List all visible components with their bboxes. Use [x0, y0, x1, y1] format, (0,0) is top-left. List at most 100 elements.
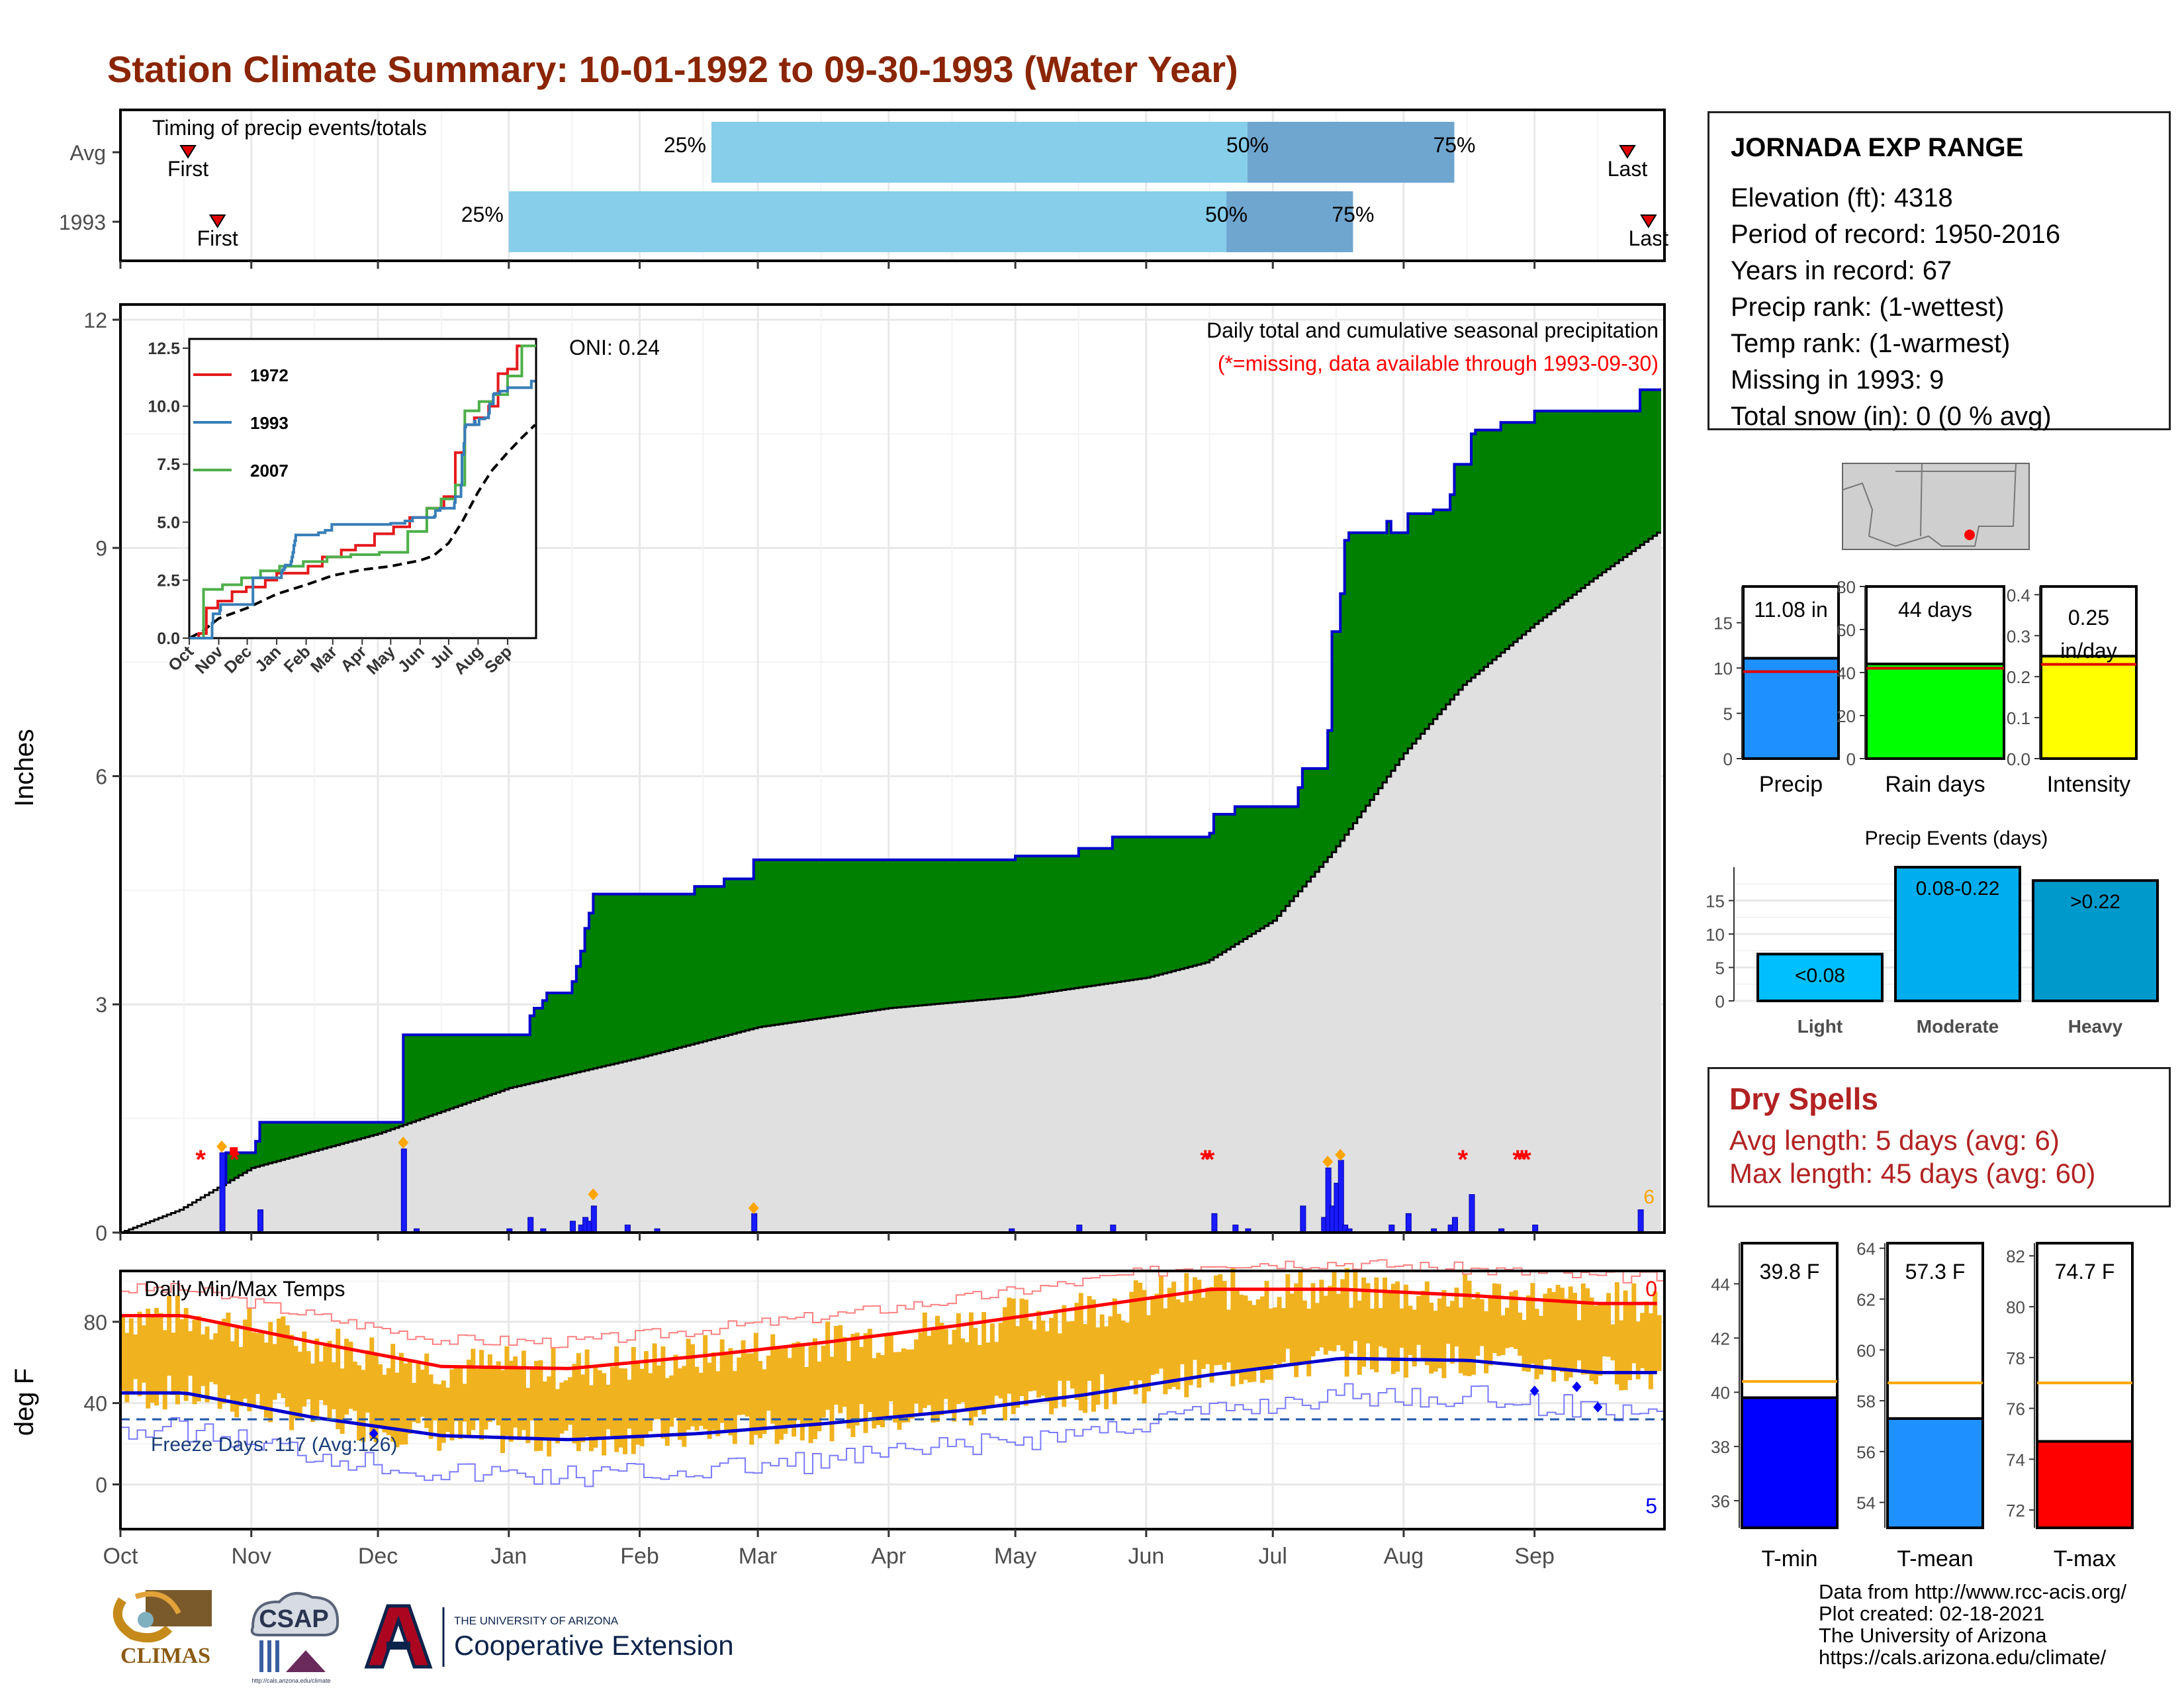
- daily-temp-range-bar: [230, 1341, 235, 1412]
- daily-temp-range-bar: [238, 1346, 244, 1407]
- record-low-marker: [1572, 1382, 1582, 1393]
- daily-temp-range-bar: [1184, 1273, 1189, 1397]
- daily-temp-range-bar: [1049, 1317, 1054, 1415]
- daily-temp-range-bar: [1171, 1282, 1177, 1387]
- timing-bar-50-75: [1247, 122, 1455, 183]
- daily-temp-range-bar: [859, 1346, 864, 1404]
- daily-temp-range-bar: [449, 1369, 455, 1440]
- daily-temp-range-bar: [1332, 1271, 1337, 1352]
- daily-temp-range-bar: [1610, 1324, 1615, 1361]
- temp-panel-title: Daily Min/Max Temps: [144, 1277, 345, 1301]
- daily-precip-bar: [400, 1149, 407, 1233]
- temp-bar-tick-label: 82: [2006, 1246, 2025, 1266]
- university-of-arizona-logo: THE UNIVERSITY OF ARIZONA Cooperative Ex…: [364, 1604, 734, 1669]
- credit-line: The University of Arizona: [1819, 1624, 2047, 1647]
- daily-temp-range-bar: [1471, 1299, 1476, 1375]
- daily-temp-range-bar: [390, 1344, 396, 1442]
- daily-temp-range-bar: [259, 1333, 265, 1410]
- inset-y-tick-label: 12.5: [148, 340, 180, 358]
- temp-bar-tick-label: 54: [1856, 1493, 1876, 1513]
- daily-temp-range-bar: [1383, 1277, 1388, 1348]
- daily-temp-range-bar: [496, 1361, 501, 1426]
- daily-temp-range-bar: [297, 1351, 302, 1419]
- daily-temp-range-bar: [1260, 1296, 1265, 1383]
- daily-temp-range-bar: [1011, 1298, 1016, 1415]
- daily-temp-range-bar: [648, 1373, 653, 1432]
- daily-temp-range-bar: [407, 1361, 412, 1434]
- daily-temp-range-bar: [1484, 1311, 1489, 1374]
- first-label: First: [167, 157, 208, 181]
- daily-temp-range-bar: [1163, 1308, 1168, 1395]
- daily-temp-range-bar: [850, 1334, 856, 1438]
- daily-temp-range-bar: [1306, 1308, 1312, 1377]
- station-info-box: JORNADA EXP RANGE Elevation (ft): 4318 P…: [1707, 111, 2171, 431]
- daily-temp-range-bar: [770, 1334, 776, 1424]
- daily-precip-bar: [1300, 1205, 1306, 1233]
- temp-y-tick-label: 80: [83, 1311, 107, 1335]
- daily-temp-range-bar: [424, 1353, 430, 1429]
- daily-temp-range-bar: [880, 1355, 886, 1428]
- daily-temp-range-bar: [842, 1336, 847, 1407]
- inset-line-1993: [189, 379, 535, 639]
- daily-temp-range-bar: [1475, 1292, 1480, 1356]
- daily-temp-range-bar: [1255, 1299, 1261, 1370]
- daily-temp-range-bar: [373, 1354, 379, 1442]
- event-category-label: Moderate: [1917, 1016, 1999, 1037]
- station-elevation: Elevation (ft): 4318: [1731, 183, 1953, 212]
- daily-temp-range-bar: [783, 1347, 788, 1434]
- daily-temp-range-bar: [559, 1382, 565, 1434]
- daily-temp-range-bar: [876, 1352, 881, 1425]
- daily-temp-range-bar: [513, 1356, 518, 1428]
- timing-bar-25-50: [508, 191, 1227, 252]
- csap-logo-url: http://cals.arizona.edu/climate: [251, 1677, 330, 1684]
- month-tick-label: Dec: [358, 1544, 398, 1569]
- daily-temp-range-bar: [1525, 1295, 1531, 1372]
- daily-temp-range-bar: [1559, 1288, 1565, 1372]
- daily-temp-range-bar: [1230, 1267, 1236, 1387]
- first-event-marker: [208, 214, 226, 228]
- precip-missing-note: (*=missing, data available through 1993-…: [1218, 352, 1659, 375]
- daily-temp-range-bar: [1095, 1327, 1101, 1405]
- daily-temp-range-bar: [833, 1326, 839, 1405]
- daily-temp-range-bar: [555, 1389, 560, 1444]
- temp-bar-value-label: 74.7 F: [2055, 1260, 2115, 1284]
- temp-bar-value-label: 57.3 F: [1905, 1260, 1966, 1284]
- daily-precip-bar: [1469, 1194, 1475, 1233]
- daily-temp-range-bar: [538, 1360, 543, 1451]
- freeze-days-label: Freeze Days: 117 (Avg:126): [151, 1434, 397, 1456]
- daily-temp-range-bar: [1193, 1277, 1198, 1360]
- daily-temp-range-bar: [1108, 1316, 1113, 1389]
- daily-temp-range-bar: [217, 1323, 222, 1409]
- dry-spells-avg: Avg length: 5 days (avg: 6): [1729, 1125, 2060, 1156]
- daily-temp-range-bar: [631, 1346, 636, 1454]
- daily-temp-range-bar: [813, 1338, 817, 1440]
- daily-temp-range-bar: [977, 1344, 982, 1411]
- daily-temp-range-bar: [905, 1349, 911, 1423]
- daily-temp-range-bar: [1390, 1284, 1396, 1374]
- daily-temp-range-bar: [897, 1352, 902, 1430]
- daily-temp-range-bar: [838, 1325, 843, 1413]
- intensity-label: 0.25: [2068, 606, 2109, 630]
- daily-temp-range-bar: [580, 1374, 586, 1442]
- daily-temp-range-bar: [1551, 1291, 1557, 1382]
- station-temp-rank: Temp rank: (1-warmest): [1731, 329, 2011, 358]
- daily-temp-range-bar: [327, 1340, 332, 1421]
- daily-temp-range-bar: [1572, 1292, 1578, 1370]
- temp-bar-tick-label: 56: [1856, 1442, 1876, 1462]
- precip-y-tick-label: 0: [95, 1221, 107, 1245]
- precip-y-tick-label: 6: [95, 765, 107, 788]
- daily-temp-range-bar: [1420, 1290, 1426, 1360]
- side-bar-value: [2040, 655, 2138, 760]
- daily-temp-range-bar: [1593, 1305, 1598, 1385]
- last-event-marker: [1619, 145, 1636, 159]
- daily-temp-range-bar: [188, 1331, 193, 1376]
- daily-temp-range-bar: [1445, 1306, 1451, 1344]
- daily-temp-range-bar: [1133, 1280, 1138, 1395]
- timing-label-75: 75%: [1433, 133, 1475, 157]
- daily-temp-range-bar: [171, 1333, 176, 1395]
- daily-temp-range-bar: [137, 1311, 142, 1397]
- daily-temp-range-bar: [534, 1360, 539, 1452]
- daily-temp-range-bar: [179, 1319, 185, 1391]
- event-category-label: Heavy: [2068, 1016, 2123, 1037]
- timing-row-label: Avg: [69, 141, 106, 165]
